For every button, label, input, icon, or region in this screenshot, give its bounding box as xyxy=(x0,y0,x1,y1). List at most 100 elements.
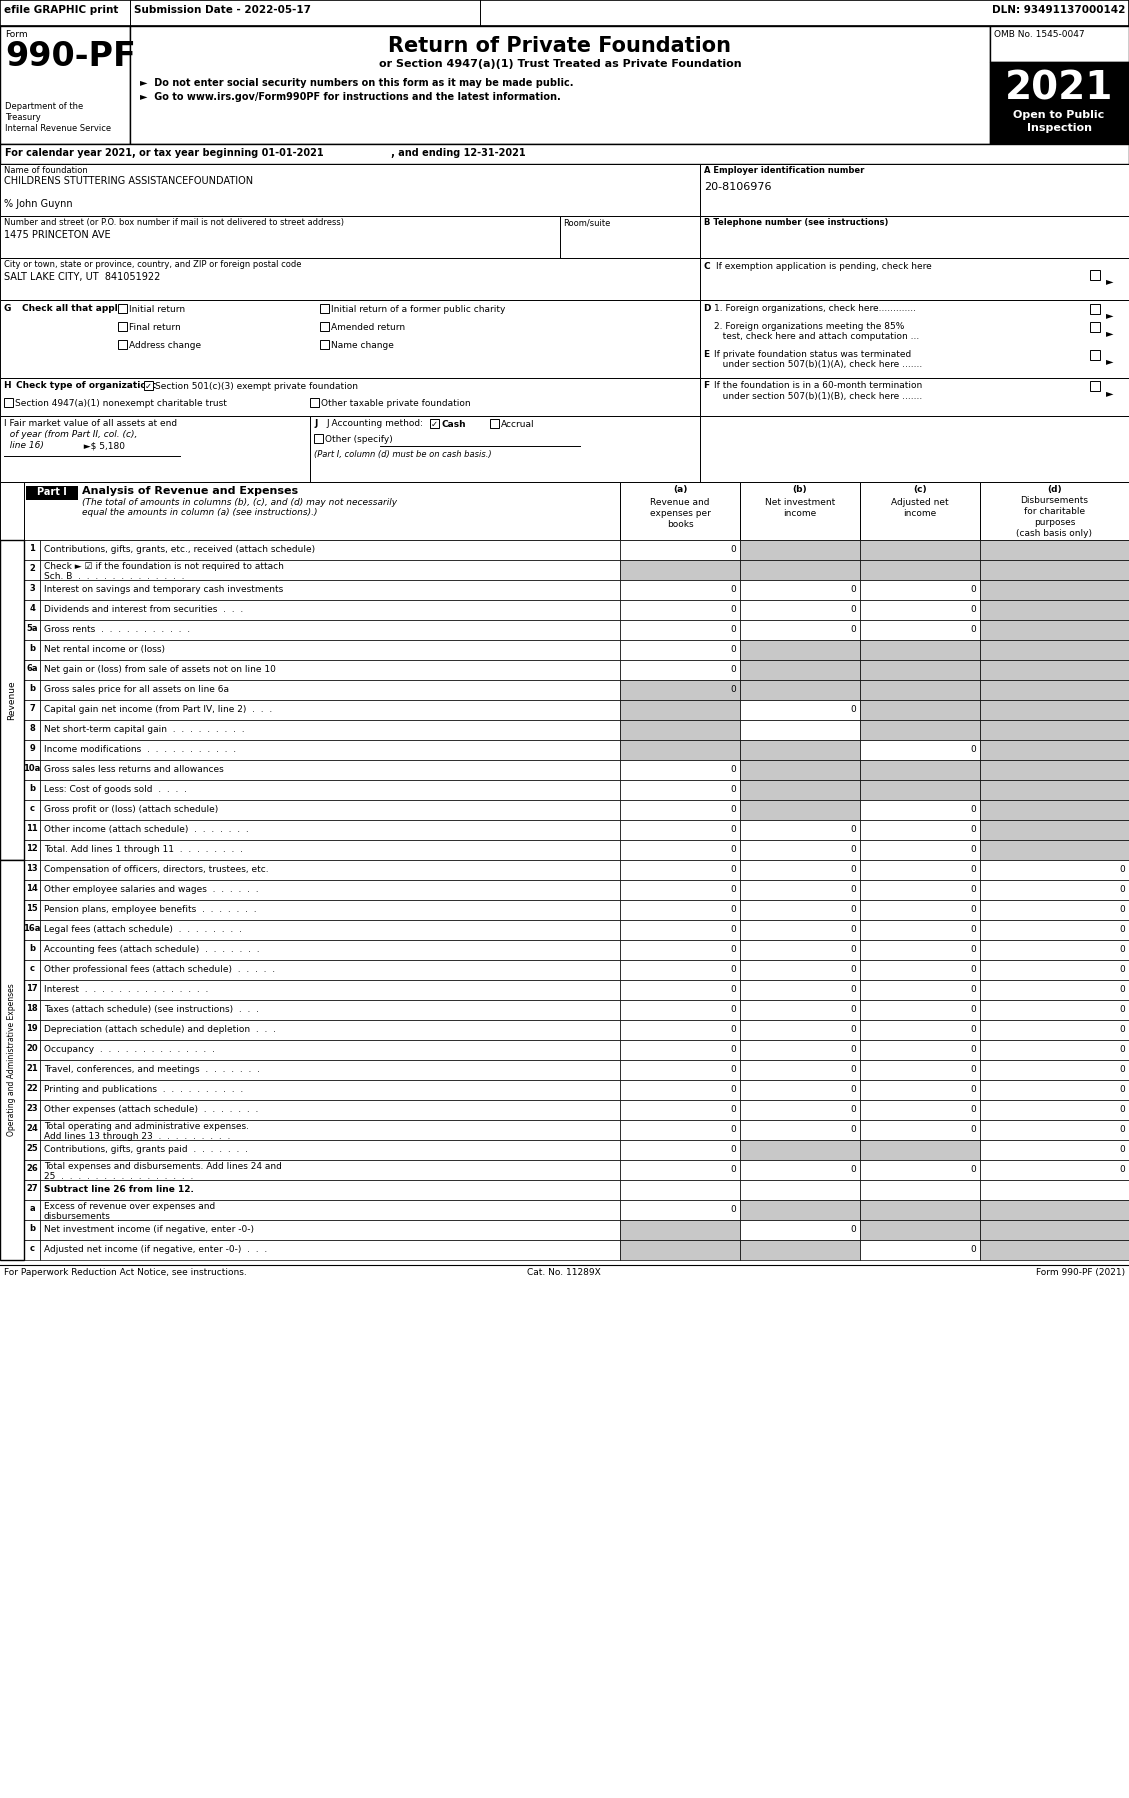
Bar xyxy=(40,1140,620,1160)
Bar xyxy=(310,415,700,482)
Text: 0: 0 xyxy=(730,806,736,814)
Bar xyxy=(739,699,860,719)
Text: Other expenses (attach schedule)  .  .  .  .  .  .  .: Other expenses (attach schedule) . . . .… xyxy=(44,1106,259,1115)
Text: b: b xyxy=(29,784,35,793)
Text: ►: ► xyxy=(1106,327,1113,338)
Bar xyxy=(860,581,980,601)
Text: Form 990-PF (2021): Form 990-PF (2021) xyxy=(1036,1268,1124,1277)
Bar xyxy=(26,485,78,500)
Bar xyxy=(40,601,620,620)
Text: For calendar year 2021, or tax year beginning 01-01-2021                    , an: For calendar year 2021, or tax year begi… xyxy=(5,147,526,158)
Bar xyxy=(620,960,739,980)
Text: Other income (attach schedule)  .  .  .  .  .  .  .: Other income (attach schedule) . . . . .… xyxy=(44,825,248,834)
Bar xyxy=(1089,351,1100,360)
Text: Inspection: Inspection xyxy=(1026,122,1092,133)
Text: (d): (d) xyxy=(1048,485,1061,494)
Bar xyxy=(24,1120,40,1140)
Text: 0: 0 xyxy=(850,946,856,955)
Bar xyxy=(620,980,739,1000)
Bar xyxy=(40,680,620,699)
Text: 0: 0 xyxy=(730,786,736,795)
Bar xyxy=(40,879,620,901)
Bar xyxy=(620,820,739,840)
Bar xyxy=(40,1000,620,1019)
Bar xyxy=(24,960,40,980)
Text: c: c xyxy=(29,1244,35,1253)
Text: 0: 0 xyxy=(1119,865,1124,874)
Bar xyxy=(24,719,40,741)
Bar xyxy=(24,1081,40,1100)
Bar xyxy=(860,699,980,719)
Bar xyxy=(40,780,620,800)
Text: under section 507(b)(1)(A), check here .......: under section 507(b)(1)(A), check here .… xyxy=(714,360,922,369)
Text: 0: 0 xyxy=(730,1205,736,1214)
Bar xyxy=(860,719,980,741)
Bar xyxy=(24,879,40,901)
Bar xyxy=(0,164,700,216)
Text: 0: 0 xyxy=(1119,924,1124,933)
Bar xyxy=(860,680,980,699)
Text: 0: 0 xyxy=(1119,1025,1124,1034)
Text: ✓: ✓ xyxy=(145,381,152,390)
Bar xyxy=(739,940,860,960)
Bar xyxy=(119,304,126,313)
Text: 0: 0 xyxy=(730,825,736,834)
Bar xyxy=(40,660,620,680)
Bar xyxy=(980,1221,1129,1241)
Bar xyxy=(40,1081,620,1100)
Bar xyxy=(860,1120,980,1140)
Bar xyxy=(24,901,40,921)
Text: Address change: Address change xyxy=(129,342,201,351)
Bar xyxy=(990,61,1129,144)
Bar xyxy=(1089,270,1100,280)
Text: 0: 0 xyxy=(850,626,856,635)
Text: Number and street (or P.O. box number if mail is not delivered to street address: Number and street (or P.O. box number if… xyxy=(5,218,344,227)
Text: 0: 0 xyxy=(970,1165,975,1174)
Bar xyxy=(860,1179,980,1199)
Bar xyxy=(860,800,980,820)
Bar xyxy=(620,660,739,680)
Bar xyxy=(739,901,860,921)
Text: 0: 0 xyxy=(850,604,856,613)
Bar xyxy=(24,660,40,680)
Text: 0: 0 xyxy=(730,1106,736,1115)
Bar xyxy=(40,1100,620,1120)
Bar xyxy=(980,780,1129,800)
Text: E: E xyxy=(704,351,714,360)
Bar xyxy=(980,980,1129,1000)
Text: b: b xyxy=(29,944,35,953)
Text: Capital gain net income (from Part IV, line 2)  .  .  .: Capital gain net income (from Part IV, l… xyxy=(44,705,272,714)
Bar xyxy=(980,640,1129,660)
Text: 0: 0 xyxy=(730,626,736,635)
Text: Part I: Part I xyxy=(37,487,67,496)
Text: Net rental income or (loss): Net rental income or (loss) xyxy=(44,645,165,654)
Bar xyxy=(700,415,1129,482)
Bar xyxy=(490,419,499,428)
Text: Interest on savings and temporary cash investments: Interest on savings and temporary cash i… xyxy=(44,584,283,593)
Text: 0: 0 xyxy=(730,845,736,854)
Text: Pension plans, employee benefits  .  .  .  .  .  .  .: Pension plans, employee benefits . . . .… xyxy=(44,904,256,913)
Text: 1475 PRINCETON AVE: 1475 PRINCETON AVE xyxy=(5,230,111,239)
Text: b: b xyxy=(29,683,35,692)
Bar xyxy=(860,879,980,901)
Text: % John Guynn: % John Guynn xyxy=(5,200,72,209)
Text: ►: ► xyxy=(1106,356,1113,367)
Text: Operating and Administrative Expenses: Operating and Administrative Expenses xyxy=(8,984,17,1136)
Text: 0: 0 xyxy=(850,1045,856,1054)
Text: Check type of organization:: Check type of organization: xyxy=(16,381,157,390)
Text: Travel, conferences, and meetings  .  .  .  .  .  .  .: Travel, conferences, and meetings . . . … xyxy=(44,1064,260,1073)
Text: 16a: 16a xyxy=(24,924,41,933)
Bar xyxy=(40,761,620,780)
Bar xyxy=(860,1100,980,1120)
Bar xyxy=(310,397,320,406)
Bar xyxy=(620,1221,739,1241)
Text: 0: 0 xyxy=(730,1084,736,1093)
Bar xyxy=(40,901,620,921)
Text: 2021: 2021 xyxy=(1005,70,1113,108)
Bar xyxy=(860,960,980,980)
Text: City or town, state or province, country, and ZIP or foreign postal code: City or town, state or province, country… xyxy=(5,261,301,270)
Bar xyxy=(1089,322,1100,333)
Text: 0: 0 xyxy=(1119,985,1124,994)
Text: Initial return: Initial return xyxy=(129,306,185,315)
Bar xyxy=(130,25,990,144)
